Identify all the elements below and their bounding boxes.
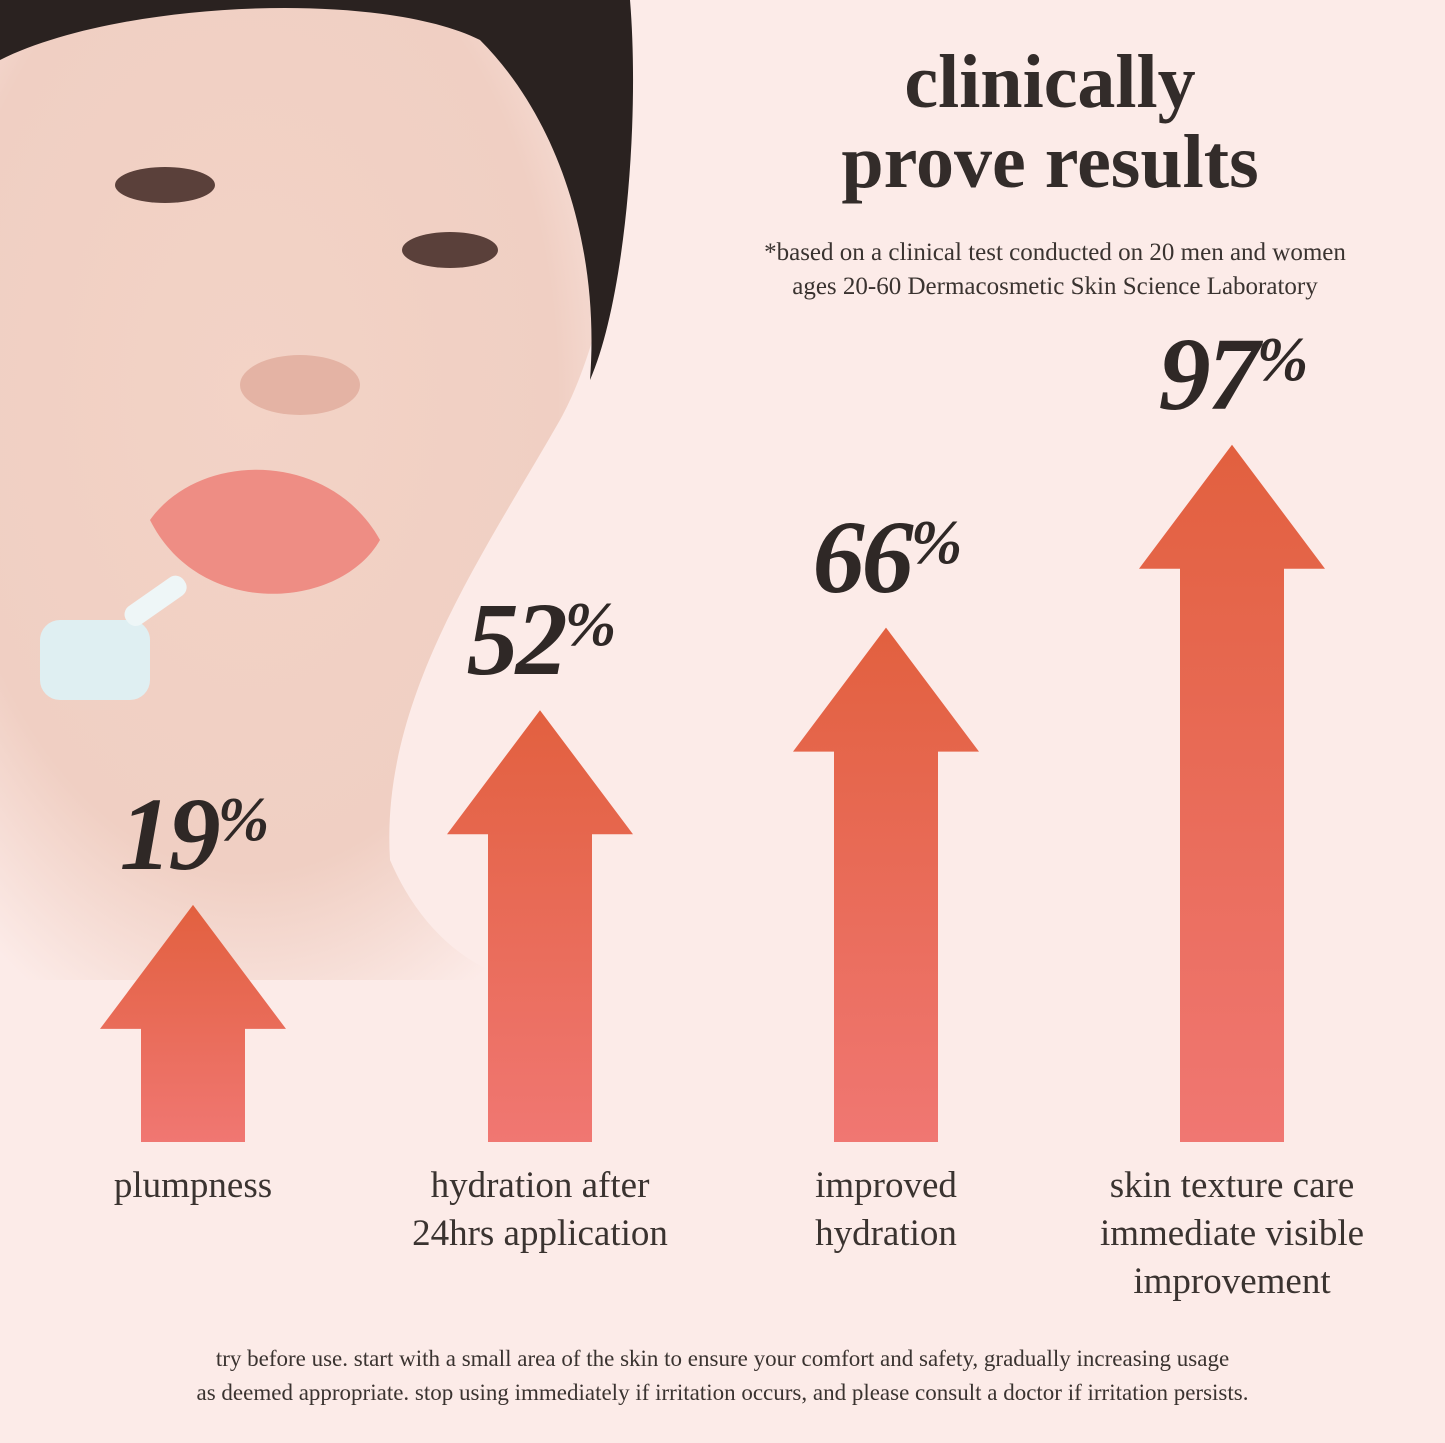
category-label-line: hydration (815, 1213, 957, 1254)
category-label-line: immediate visible (1099, 1213, 1365, 1254)
value-unit: % (564, 591, 617, 660)
title-line-1: clinically (904, 40, 1196, 124)
value-label-4: 97% (1158, 315, 1309, 434)
category-label-line: plumpness (113, 1165, 273, 1206)
value-number: 66 (812, 499, 914, 615)
value-label-1: 19% (119, 775, 270, 894)
category-label-1: plumpness (23, 1162, 363, 1210)
category-label-line: 24hrs application (412, 1213, 668, 1254)
study-note: *based on a clinical test conducted on 2… (700, 236, 1410, 304)
page-title: clinically prove results (760, 42, 1340, 202)
category-label-line: skin texture care (1109, 1165, 1355, 1206)
arrow-bar-4 (1139, 444, 1325, 1142)
footer-line-1: try before use. start with a small area … (215, 1346, 1230, 1371)
category-label-line: hydration after (430, 1165, 650, 1206)
category-label-3: improved hydration (716, 1162, 1056, 1258)
eye-right (402, 232, 498, 268)
eye-left (115, 167, 215, 203)
category-label-2: hydration after 24hrs application (370, 1162, 710, 1258)
note-line-1: *based on a clinical test conducted on 2… (764, 239, 1346, 266)
category-label-line: improvement (1133, 1261, 1331, 1302)
arrow-bar-3 (793, 627, 979, 1142)
value-unit: % (1256, 325, 1309, 394)
value-unit: % (217, 785, 270, 854)
model-photo (0, 0, 634, 980)
arrow-bar-1 (100, 904, 286, 1142)
value-label-3: 66% (812, 498, 963, 617)
value-number: 19 (119, 776, 221, 892)
value-number: 52 (466, 582, 568, 698)
category-label-4: skin texture care immediate visible improv… (1062, 1162, 1402, 1306)
value-label-2: 52% (466, 580, 617, 699)
applicator (40, 620, 150, 700)
arrow-bar-2 (447, 710, 633, 1142)
value-unit: % (910, 508, 963, 577)
title-line-2: prove results (841, 120, 1259, 204)
value-number: 97 (1158, 316, 1260, 432)
category-label-line: improved (815, 1165, 957, 1206)
footer-line-2: as deemed appropriate. stop using immedi… (196, 1380, 1249, 1405)
usage-disclaimer: try before use. start with a small area … (40, 1342, 1405, 1410)
note-line-2: ages 20-60 Dermacosmetic Skin Science La… (792, 273, 1318, 300)
lips (150, 469, 380, 594)
